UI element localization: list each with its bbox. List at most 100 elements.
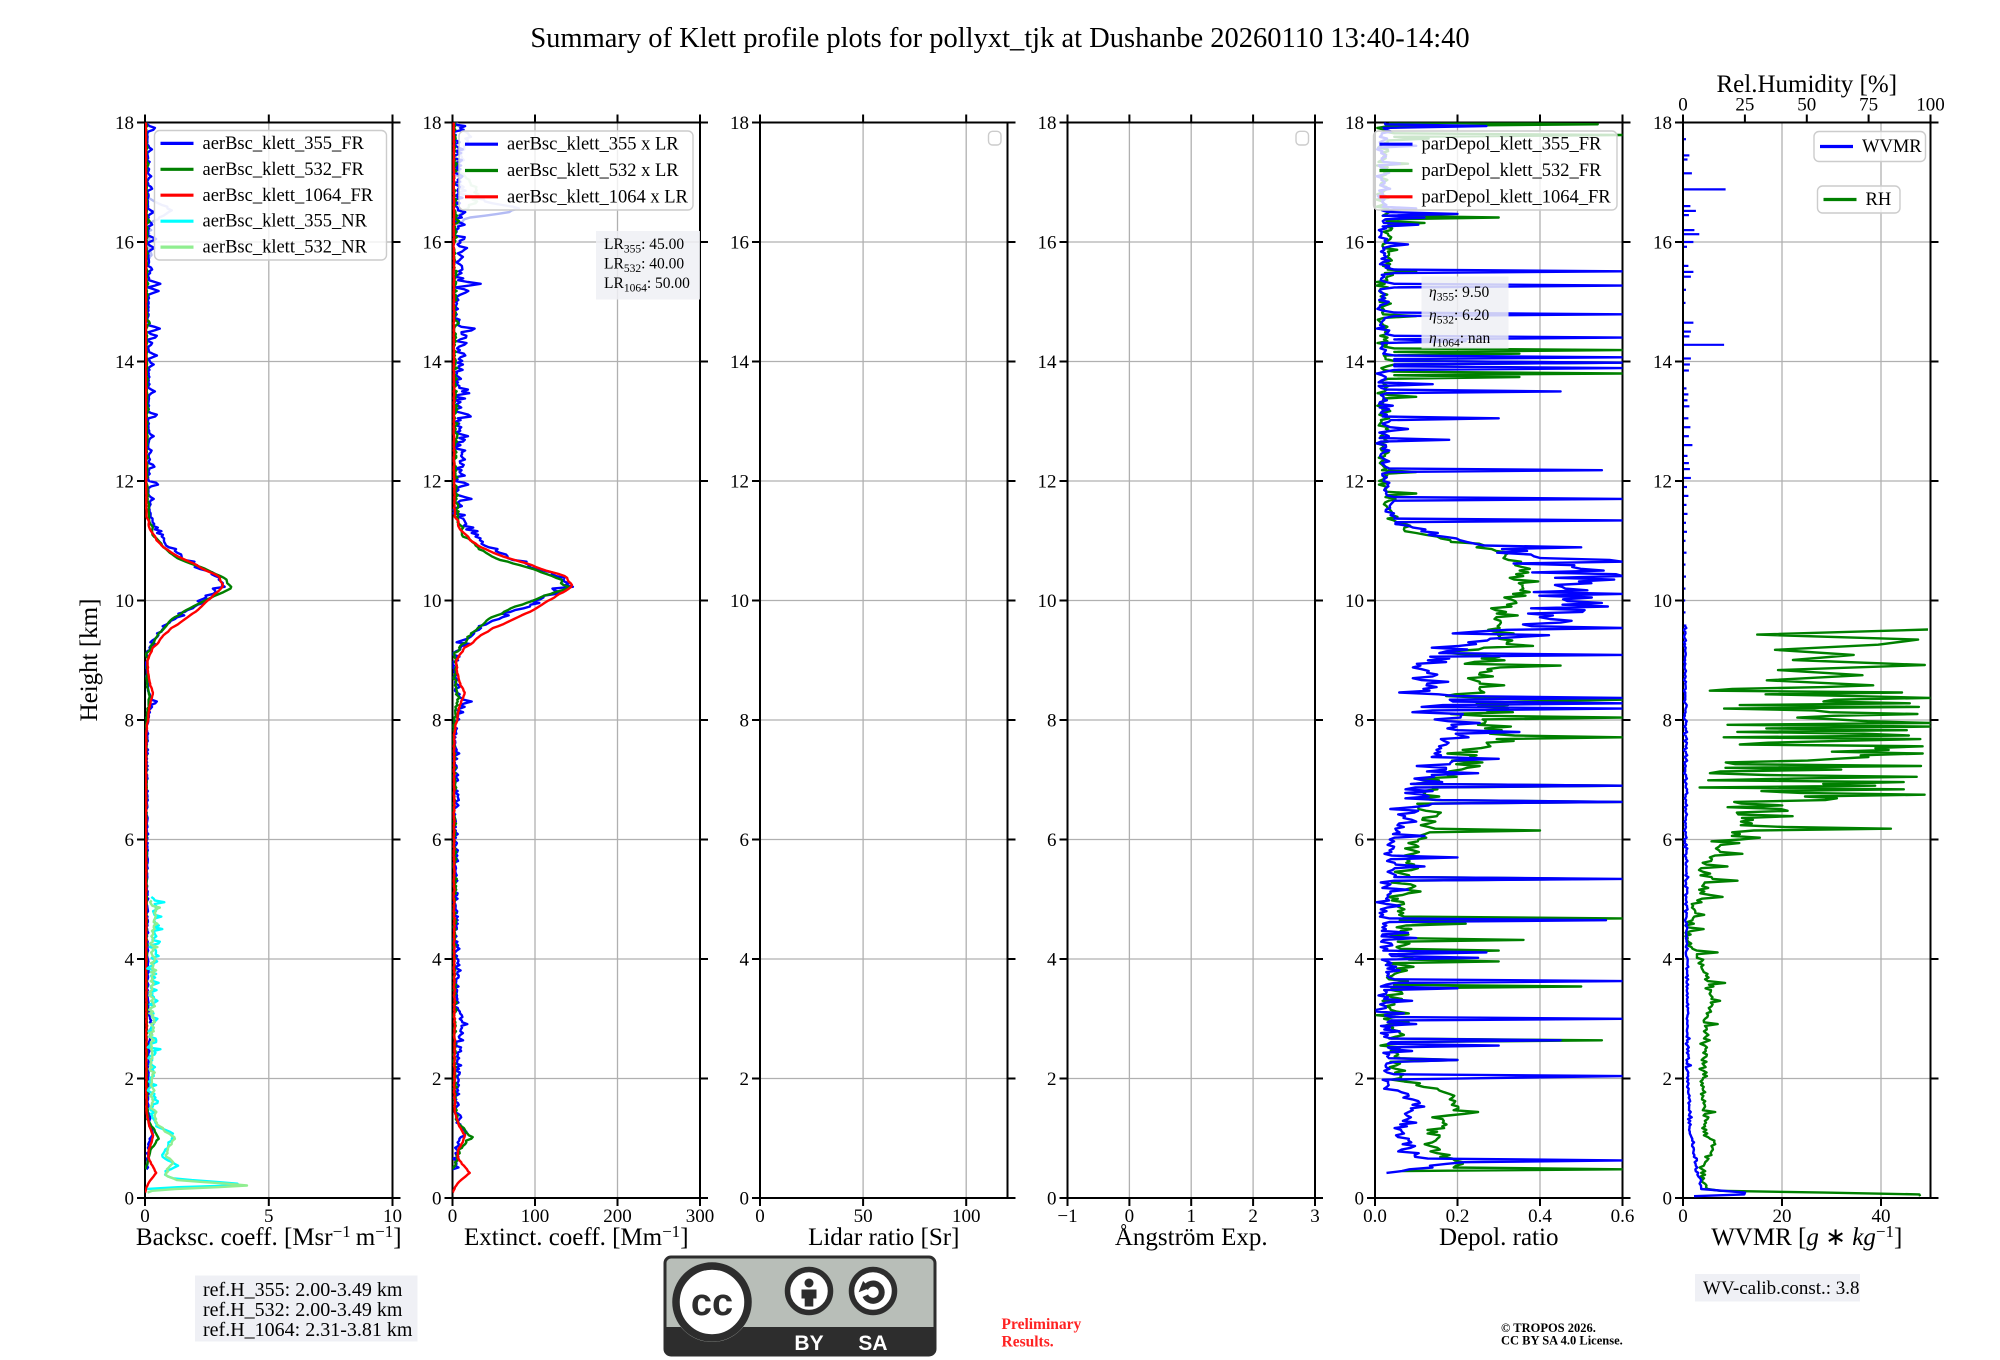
svg-text:12: 12	[1038, 472, 1057, 493]
svg-text:0: 0	[1047, 1189, 1057, 1210]
svg-text:14: 14	[1653, 352, 1673, 373]
svg-text:LR355: 45.00: LR355: 45.00	[604, 236, 684, 256]
svg-text:2: 2	[1047, 1069, 1057, 1090]
svg-text:10: 10	[1038, 591, 1057, 612]
svg-text:ref.H_1064: 2.31-3.81 km: ref.H_1064: 2.31-3.81 km	[203, 1319, 413, 1341]
svg-text:18: 18	[115, 113, 134, 134]
svg-text:10: 10	[383, 1206, 402, 1227]
svg-text:Ångström Exp.: Ångström Exp.	[1115, 1224, 1268, 1251]
svg-text:2: 2	[125, 1069, 135, 1090]
svg-text:SA: SA	[858, 1332, 887, 1355]
svg-text:12: 12	[1653, 472, 1672, 493]
svg-text:6: 6	[432, 830, 442, 851]
svg-text:2: 2	[740, 1069, 750, 1090]
svg-text:Results.: Results.	[1002, 1334, 1054, 1351]
svg-text:6: 6	[1355, 830, 1365, 851]
svg-text:4: 4	[1355, 950, 1365, 971]
svg-text:12: 12	[730, 472, 749, 493]
svg-text:aerBsc_klett_532_FR: aerBsc_klett_532_FR	[203, 160, 365, 180]
svg-text:8: 8	[740, 711, 750, 732]
svg-text:0: 0	[1663, 1189, 1673, 1210]
svg-text:4: 4	[1047, 950, 1057, 971]
svg-text:16: 16	[115, 233, 134, 254]
svg-text:6: 6	[1663, 830, 1673, 851]
svg-text:14: 14	[423, 352, 443, 373]
svg-text:Depol. ratio: Depol. ratio	[1439, 1224, 1558, 1251]
svg-text:aerBsc_klett_355_NR: aerBsc_klett_355_NR	[203, 212, 368, 232]
svg-text:4: 4	[740, 950, 750, 971]
svg-text:3: 3	[1310, 1206, 1320, 1227]
svg-text:aerBsc_klett_355 x LR: aerBsc_klett_355 x LR	[507, 135, 679, 155]
svg-text:40: 40	[1872, 1206, 1891, 1227]
svg-text:aerBsc_klett_532 x LR: aerBsc_klett_532 x LR	[507, 161, 679, 181]
svg-text:16: 16	[423, 233, 442, 254]
svg-text:10: 10	[115, 591, 134, 612]
svg-text:8: 8	[1355, 711, 1365, 732]
svg-text:25: 25	[1735, 95, 1754, 116]
svg-text:2: 2	[432, 1069, 442, 1090]
svg-text:100: 100	[1916, 95, 1945, 116]
svg-text:Extinct. coeff. [Mm−1]: Extinct. coeff. [Mm−1]	[464, 1222, 689, 1251]
svg-text:−1: −1	[1057, 1206, 1077, 1227]
svg-text:12: 12	[423, 472, 442, 493]
svg-text:20: 20	[1773, 1206, 1792, 1227]
svg-text:cc: cc	[691, 1282, 733, 1324]
svg-text:0: 0	[1678, 95, 1688, 116]
svg-text:1: 1	[1186, 1206, 1196, 1227]
svg-text:16: 16	[730, 233, 749, 254]
svg-text:ref.H_532: 2.00-3.49 km: ref.H_532: 2.00-3.49 km	[203, 1299, 403, 1321]
svg-text:12: 12	[1345, 472, 1364, 493]
svg-text:aerBsc_klett_1064 x LR: aerBsc_klett_1064 x LR	[507, 187, 689, 207]
svg-text:Summary of Klett profile plots: Summary of Klett profile plots for polly…	[530, 23, 1469, 54]
svg-text:aerBsc_klett_355_FR: aerBsc_klett_355_FR	[203, 134, 365, 154]
svg-text:0.2: 0.2	[1446, 1206, 1470, 1227]
svg-text:0: 0	[432, 1189, 442, 1210]
svg-text:6: 6	[125, 830, 135, 851]
svg-text:η532: 6.20: η532: 6.20	[1429, 307, 1490, 327]
svg-text:RH: RH	[1866, 190, 1892, 210]
svg-text:18: 18	[1653, 113, 1672, 134]
svg-text:18: 18	[423, 113, 442, 134]
svg-text:parDepol_klett_355_FR: parDepol_klett_355_FR	[1422, 135, 1603, 155]
svg-text:aerBsc_klett_1064_FR: aerBsc_klett_1064_FR	[203, 186, 374, 206]
svg-text:Height [km]: Height [km]	[76, 599, 103, 722]
svg-text:12: 12	[115, 472, 134, 493]
svg-text:50: 50	[1797, 95, 1816, 116]
svg-text:0: 0	[1678, 1206, 1688, 1227]
svg-text:LR532: 40.00: LR532: 40.00	[604, 256, 684, 276]
svg-text:CC BY SA 4.0 License.: CC BY SA 4.0 License.	[1501, 1334, 1623, 1348]
svg-text:10: 10	[423, 591, 442, 612]
svg-text:ref.H_355: 2.00-3.49 km: ref.H_355: 2.00-3.49 km	[203, 1279, 403, 1301]
svg-text:100: 100	[521, 1206, 550, 1227]
svg-text:Backsc. coeff. [Msr−1 m−1]: Backsc. coeff. [Msr−1 m−1]	[136, 1222, 402, 1251]
svg-text:10: 10	[1653, 591, 1672, 612]
svg-text:η1064: nan: η1064: nan	[1429, 330, 1491, 350]
svg-text:0.6: 0.6	[1611, 1206, 1635, 1227]
svg-text:75: 75	[1859, 95, 1878, 116]
svg-text:0: 0	[740, 1189, 750, 1210]
svg-text:14: 14	[1038, 352, 1058, 373]
svg-text:200: 200	[603, 1206, 632, 1227]
svg-text:2: 2	[1248, 1206, 1258, 1227]
svg-text:8: 8	[1047, 711, 1057, 732]
svg-text:14: 14	[730, 352, 750, 373]
svg-text:14: 14	[115, 352, 135, 373]
svg-text:6: 6	[740, 830, 750, 851]
svg-text:WV-calib.const.: 3.8: WV-calib.const.: 3.8	[1703, 1278, 1860, 1299]
svg-text:parDepol_klett_532_FR: parDepol_klett_532_FR	[1422, 161, 1603, 181]
svg-text:100: 100	[952, 1206, 981, 1227]
svg-text:0: 0	[1355, 1189, 1365, 1210]
svg-text:18: 18	[1038, 113, 1057, 134]
svg-text:0: 0	[448, 1206, 458, 1227]
svg-text:BY: BY	[794, 1332, 823, 1355]
svg-text:WVMR: WVMR	[1862, 137, 1922, 157]
svg-text:4: 4	[1663, 950, 1673, 971]
svg-text:Preliminary: Preliminary	[1002, 1316, 1082, 1333]
svg-text:η355: 9.50: η355: 9.50	[1429, 284, 1490, 304]
svg-text:10: 10	[730, 591, 749, 612]
svg-text:4: 4	[432, 950, 442, 971]
svg-text:18: 18	[1345, 113, 1364, 134]
svg-text:0: 0	[1125, 1206, 1135, 1227]
svg-text:10: 10	[1345, 591, 1364, 612]
svg-text:0: 0	[140, 1206, 150, 1227]
